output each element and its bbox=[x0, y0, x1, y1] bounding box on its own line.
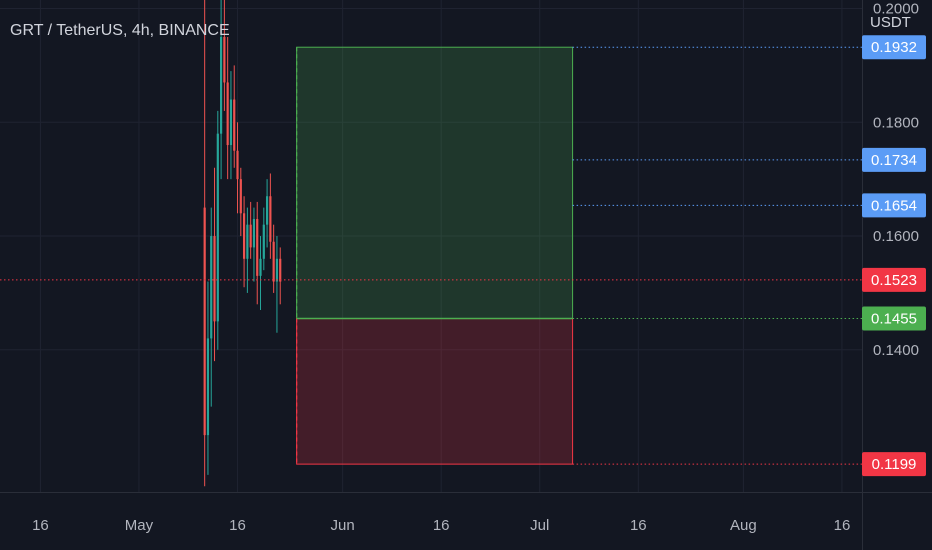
price-lines bbox=[0, 46, 862, 465]
price-badge-label: 0.1654 bbox=[871, 197, 917, 214]
grid-lines bbox=[0, 0, 862, 492]
candle-body bbox=[210, 236, 213, 339]
candle-body bbox=[203, 207, 206, 436]
price-badge-label: 0.1523 bbox=[871, 272, 917, 289]
currency-label[interactable]: USDT bbox=[870, 14, 911, 31]
price-badge bbox=[862, 147, 926, 172]
candle-body bbox=[269, 196, 272, 242]
price-badge-label: 0.1455 bbox=[871, 311, 917, 328]
candle-body bbox=[229, 99, 233, 146]
x-tick-label: 16 bbox=[630, 517, 647, 534]
chart-title: GRT / TetherUS, 4h, BINANCE bbox=[10, 22, 230, 39]
candle-body bbox=[252, 218, 256, 248]
x-tick-label: May bbox=[125, 517, 154, 534]
candle-body bbox=[259, 258, 262, 276]
x-tick-label: Aug bbox=[730, 517, 757, 534]
candle-body bbox=[246, 224, 249, 259]
candle-body bbox=[213, 236, 216, 322]
x-tick-label: 16 bbox=[229, 517, 246, 534]
price-badge bbox=[862, 306, 926, 331]
price-badge-label: 0.1199 bbox=[872, 456, 917, 473]
loss-zone bbox=[296, 318, 574, 465]
candle-body bbox=[275, 258, 279, 282]
price-badge bbox=[862, 267, 926, 292]
price-badge bbox=[862, 452, 926, 477]
y-tick-label: 0.1400 bbox=[873, 342, 919, 359]
candle-body bbox=[239, 179, 242, 214]
candle-body bbox=[206, 338, 210, 436]
candle-body bbox=[236, 150, 239, 180]
profit-zone bbox=[296, 46, 574, 320]
x-tick-label: 16 bbox=[433, 517, 450, 534]
candle-body bbox=[279, 258, 282, 282]
y-tick-label: 0.1800 bbox=[873, 114, 919, 131]
candle-body bbox=[233, 99, 236, 151]
candle-body bbox=[256, 218, 259, 276]
candle-body bbox=[242, 213, 246, 259]
candle-body bbox=[265, 196, 269, 225]
candle-body bbox=[216, 133, 219, 322]
y-tick-label: 0.1600 bbox=[873, 228, 919, 245]
x-tick-label: Jul bbox=[530, 517, 549, 534]
x-tick-label: Jun bbox=[331, 517, 355, 534]
candle-body bbox=[219, 36, 223, 134]
position-tool[interactable] bbox=[296, 46, 574, 465]
candle-body bbox=[249, 224, 252, 248]
candlestick-series bbox=[203, 0, 282, 487]
candle-body bbox=[226, 82, 229, 146]
price-labels: 0.1932 0.1734 0.1654 0.1523 0.1455 0.1199 bbox=[862, 35, 926, 477]
price-badge-label: 0.1932 bbox=[871, 39, 917, 56]
x-tick-label: 16 bbox=[32, 517, 49, 534]
price-badge-label: 0.1734 bbox=[871, 152, 917, 169]
price-badge bbox=[862, 193, 926, 218]
x-tick-label: 16 bbox=[834, 517, 851, 534]
candle-body bbox=[262, 224, 265, 259]
y-tick-label: 0.2000 bbox=[873, 1, 919, 18]
candle-body bbox=[272, 241, 275, 282]
candle-body bbox=[223, 36, 226, 83]
price-badge bbox=[862, 35, 926, 60]
